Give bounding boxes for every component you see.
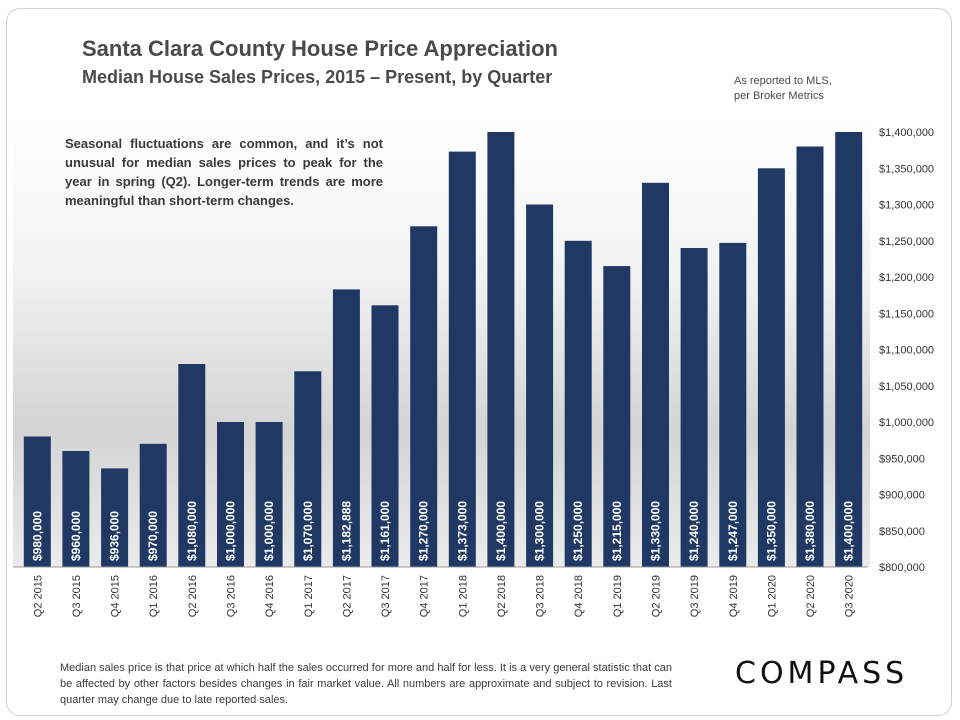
- bar-6: [255, 422, 283, 567]
- bar-value-label-10: $1,270,000: [417, 501, 431, 561]
- source-note: As reported to MLS, per Broker Metrics: [734, 74, 884, 104]
- bar-value-label-14: $1,250,000: [571, 501, 585, 561]
- x-tick-label-13: Q3 2018: [535, 575, 547, 617]
- bar-value-label-19: $1,350,000: [764, 501, 778, 561]
- x-tick-label-10: Q4 2017: [419, 575, 431, 617]
- bar-13: [526, 204, 554, 567]
- bar-9: [371, 305, 399, 567]
- x-tick-label-14: Q4 2018: [573, 575, 585, 617]
- x-tick-label-5: Q3 2016: [226, 575, 238, 617]
- bar-value-label-17: $1,240,000: [687, 501, 701, 561]
- y-tick-label-6: $1,100,000: [879, 345, 934, 357]
- y-tick-label-0: $800,000: [879, 562, 925, 574]
- x-tick-label-4: Q2 2016: [187, 575, 199, 617]
- y-tick-label-1: $850,000: [879, 526, 925, 538]
- bar-3: [139, 443, 167, 568]
- bar-value-label-8: $1,182,888: [339, 501, 353, 561]
- y-tick-label-5: $1,050,000: [879, 381, 934, 393]
- y-tick-label-10: $1,300,000: [879, 200, 934, 212]
- bar-8: [332, 289, 360, 567]
- x-tick-label-20: Q2 2020: [805, 575, 817, 617]
- bar-15: [603, 266, 631, 567]
- chart-subtitle: Median House Sales Prices, 2015 – Presen…: [82, 67, 553, 87]
- chart-title: Santa Clara County House Price Appreciat…: [82, 36, 558, 61]
- y-tick-label-2: $900,000: [879, 490, 925, 502]
- bar-value-label-6: $1,000,000: [262, 501, 276, 561]
- bar-11: [448, 151, 476, 567]
- y-tick-label-12: $1,400,000: [879, 127, 934, 139]
- bar-10: [410, 226, 438, 568]
- bar-value-label-11: $1,373,000: [455, 501, 469, 561]
- x-tick-label-16: Q2 2019: [651, 575, 663, 617]
- bar-value-label-5: $1,000,000: [224, 501, 238, 561]
- bar-2: [101, 468, 129, 567]
- y-tick-label-4: $1,000,000: [879, 417, 934, 429]
- bar-value-label-2: $936,000: [108, 511, 122, 561]
- x-tick-label-9: Q3 2017: [380, 575, 392, 617]
- x-tick-label-7: Q1 2017: [303, 575, 315, 617]
- x-tick-label-11: Q1 2018: [457, 575, 469, 617]
- x-tick-label-1: Q3 2015: [71, 575, 83, 617]
- y-tick-label-3: $950,000: [879, 453, 925, 465]
- x-tick-label-8: Q2 2017: [341, 575, 353, 617]
- bar-20: [796, 146, 824, 567]
- bar-7: [294, 371, 322, 568]
- bar-value-label-15: $1,215,000: [610, 501, 624, 561]
- bar-12: [487, 132, 515, 567]
- bar-18: [719, 242, 747, 567]
- bar-21: [835, 132, 863, 567]
- compass-logo: COMPASS: [735, 656, 909, 691]
- bar-17: [680, 248, 708, 567]
- bar-value-label-9: $1,161,000: [378, 501, 392, 561]
- bar-0: [23, 436, 51, 567]
- x-tick-label-12: Q2 2018: [496, 575, 508, 617]
- y-tick-label-11: $1,350,000: [879, 163, 934, 175]
- bar-14: [564, 240, 592, 568]
- bar-value-label-20: $1,380,000: [803, 501, 817, 561]
- bar-value-label-13: $1,300,000: [533, 501, 547, 561]
- bar-value-label-3: $970,000: [146, 511, 160, 561]
- bar-4: [178, 364, 206, 567]
- bar-value-label-1: $960,000: [69, 511, 83, 561]
- bar-16: [642, 182, 669, 568]
- bar-value-label-4: $1,080,000: [185, 501, 199, 561]
- bar-19: [757, 168, 785, 568]
- annotation-text: Seasonal fluctuations are common, and it…: [65, 136, 383, 208]
- x-tick-label-19: Q1 2020: [766, 575, 778, 617]
- source-note-line-2: per Broker Metrics: [734, 90, 824, 102]
- bar-value-label-0: $980,000: [30, 511, 44, 561]
- x-tick-label-17: Q3 2019: [689, 575, 701, 617]
- x-tick-label-21: Q3 2020: [844, 575, 856, 617]
- bar-value-label-12: $1,400,000: [494, 501, 508, 561]
- y-tick-label-8: $1,200,000: [879, 272, 934, 284]
- bar-value-label-21: $1,400,000: [842, 501, 856, 561]
- y-tick-label-7: $1,150,000: [879, 308, 934, 320]
- bar-value-label-16: $1,330,000: [649, 501, 663, 561]
- bar-value-label-18: $1,247,000: [726, 501, 740, 561]
- x-tick-label-2: Q4 2015: [110, 575, 122, 617]
- bar-value-label-7: $1,070,000: [301, 501, 315, 561]
- x-tick-label-6: Q4 2016: [264, 575, 276, 617]
- bar-5: [217, 422, 244, 567]
- x-tick-label-3: Q1 2016: [148, 575, 160, 617]
- x-tick-label-15: Q1 2019: [612, 575, 624, 617]
- footnote: Median sales price is that price at whic…: [60, 662, 672, 706]
- x-tick-label-0: Q2 2015: [32, 575, 44, 617]
- bar-1: [62, 451, 90, 567]
- source-note-line-1: As reported to MLS,: [734, 75, 832, 87]
- y-tick-label-9: $1,250,000: [879, 236, 934, 248]
- x-tick-label-18: Q4 2019: [728, 575, 740, 617]
